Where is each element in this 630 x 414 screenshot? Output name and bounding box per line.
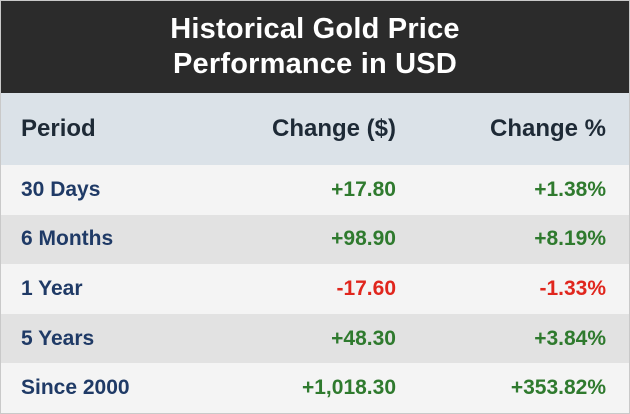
- period-cell: 5 Years: [21, 326, 95, 350]
- table-title: Historical Gold Price Performance in USD: [170, 12, 459, 82]
- change-usd-cell: +48.30: [331, 326, 396, 350]
- change-pct-cell: -1.33%: [539, 276, 606, 300]
- column-header-row: Period Change ($) Change %: [1, 93, 629, 165]
- column-header-period: Period: [21, 115, 96, 142]
- change-usd-cell: +17.80: [331, 177, 396, 201]
- change-pct-cell: +353.82%: [510, 376, 606, 400]
- table-title-bar: Historical Gold Price Performance in USD: [1, 1, 629, 93]
- change-usd-cell: +1,018.30: [301, 376, 396, 400]
- table-row: 1 Year -17.60 -1.33%: [1, 264, 629, 314]
- table-row: 30 Days +17.80 +1.38%: [1, 165, 629, 215]
- table-row: 6 Months +98.90 +8.19%: [1, 214, 629, 265]
- table-body: 30 Days +17.80 +1.38% 6 Months +98.90 +8…: [1, 165, 629, 413]
- change-pct-cell: +3.84%: [534, 326, 606, 350]
- period-cell: Since 2000: [21, 376, 130, 400]
- title-line-2: Performance in USD: [172, 48, 457, 80]
- column-header-change-usd: Change ($): [271, 115, 396, 142]
- period-cell: 1 Year: [21, 276, 83, 300]
- period-cell: 6 Months: [21, 227, 114, 251]
- table-row: 5 Years +48.30 +3.84%: [1, 313, 629, 364]
- change-usd-cell: -17.60: [336, 276, 396, 300]
- title-line-1: Historical Gold Price: [170, 13, 460, 45]
- table-row: Since 2000 +1,018.30 +353.82%: [1, 363, 629, 413]
- change-pct-cell: +8.19%: [534, 227, 606, 251]
- change-pct-cell: +1.38%: [534, 177, 606, 201]
- column-header-change-pct: Change %: [489, 115, 606, 142]
- period-cell: 30 Days: [21, 177, 101, 201]
- change-usd-cell: +98.90: [331, 227, 396, 251]
